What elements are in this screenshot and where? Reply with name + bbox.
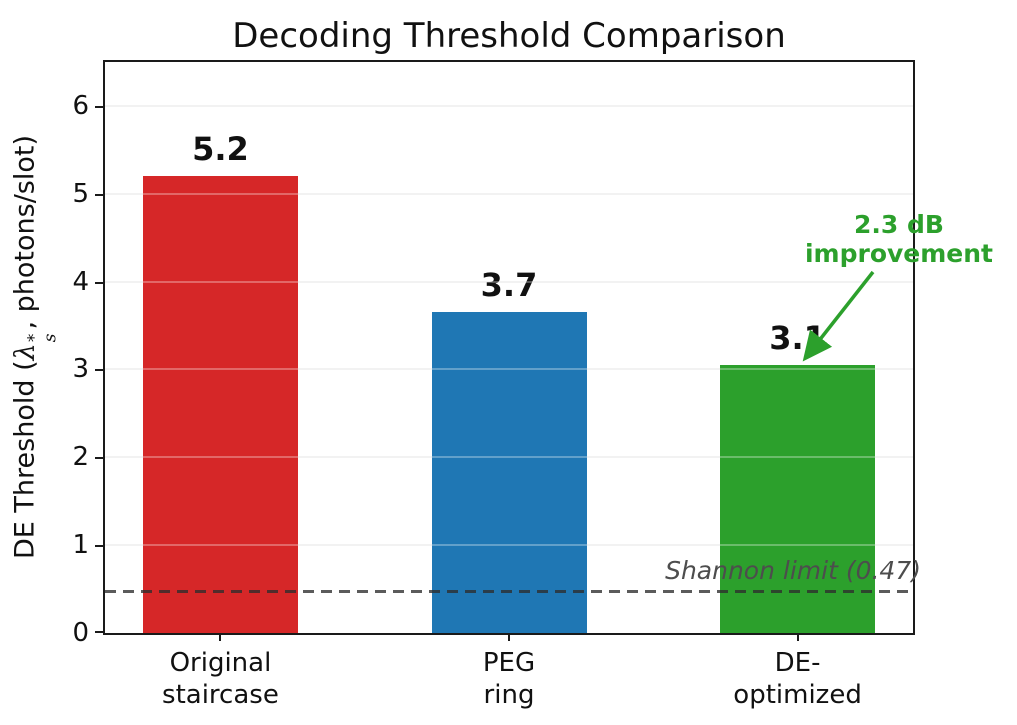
- y-tick-mark: [95, 105, 103, 108]
- bar-peg-ring: [431, 312, 587, 633]
- improvement-annotation: 2.3 dB improvement: [769, 210, 1017, 268]
- y-tick-label: 5: [72, 178, 89, 209]
- improvement-annotation-line1: 2.3 dB: [854, 210, 944, 239]
- bar-original-staircase: [142, 176, 298, 633]
- x-tick-label-line: staircase: [162, 680, 279, 710]
- gridline-overlay: [105, 456, 913, 459]
- x-tick-mark: [508, 633, 510, 641]
- y-tick-label: 1: [72, 530, 89, 561]
- y-tick-mark: [95, 281, 103, 284]
- x-tick-label-line: Original: [169, 648, 272, 678]
- x-tick-label-line: DE-: [774, 648, 821, 678]
- y-tick-label: 0: [72, 618, 89, 648]
- y-tick-mark: [95, 457, 103, 460]
- gridline-overlay: [105, 544, 913, 547]
- y-axis-label-prefix: DE Threshold (: [9, 360, 41, 560]
- x-tick-label-original-staircase: Original staircase: [90, 647, 350, 711]
- gridline: [105, 192, 913, 195]
- chart-title: Decoding Threshold Comparison: [232, 16, 786, 56]
- x-tick-label-de-optimized: DE-optimized: [668, 647, 928, 711]
- gridline: [105, 104, 913, 107]
- y-tick-mark: [95, 631, 103, 633]
- plot-area: 5.2 3.7 3.1 Shannon limit (0.47) 2.3 dB im…: [72, 60, 993, 710]
- x-tick-label-line: PEG: [482, 648, 536, 678]
- bar-value-label-original-staircase: 5.2: [192, 130, 249, 169]
- x-tick-mark: [796, 633, 799, 641]
- shannon-limit-label: Shannon limit (0.47): [665, 555, 921, 585]
- lambda-symbol: λ: [9, 343, 41, 361]
- x-tick-label-line: optimized: [733, 680, 862, 710]
- x-tick-mark: [219, 633, 222, 641]
- y-tick-mark: [95, 369, 103, 372]
- gridline-overlay: [105, 280, 913, 283]
- y-tick-mark: [95, 193, 103, 196]
- bar-de-optimized: [720, 365, 876, 633]
- annotation-arrow: [802, 270, 875, 362]
- bar-value-label-peg-ring: 3.7: [480, 266, 538, 305]
- shannon-limit-line: [105, 590, 913, 594]
- y-tick-label: 2: [72, 442, 89, 473]
- x-tick-label-line: ring: [483, 680, 535, 710]
- y-tick-label: 4: [72, 266, 89, 297]
- y-axis-label-suffix: , photons/slot): [9, 134, 41, 330]
- gridline-overlay: [105, 368, 913, 371]
- y-tick-mark: [95, 545, 103, 548]
- improvement-annotation-line2: improvement: [804, 239, 994, 268]
- y-tick-label: 6: [72, 90, 89, 121]
- x-tick-label-peg-ring: PEG ring: [379, 647, 639, 711]
- y-tick-label: 3: [72, 354, 89, 385]
- gridline-overlay: [105, 192, 913, 195]
- lambda-sup-sub: * s: [24, 333, 61, 343]
- gridline: [105, 280, 913, 283]
- gridline-overlay: [105, 104, 913, 107]
